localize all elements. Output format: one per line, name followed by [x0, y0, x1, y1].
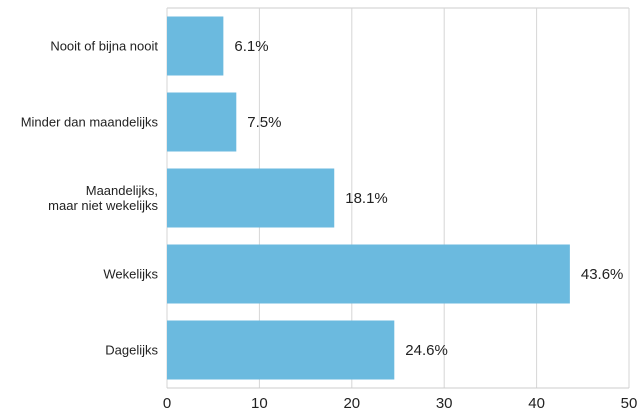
value-label: 24.6%	[405, 342, 448, 359]
bars	[167, 16, 570, 380]
category-label: Dagelijks	[105, 343, 158, 358]
category-label-line: maar niet wekelijks	[48, 198, 158, 213]
x-tick-label: 0	[163, 395, 171, 410]
category-label-line: Wekelijks	[103, 267, 158, 282]
bar	[167, 168, 335, 228]
x-tick-label: 10	[251, 395, 268, 410]
value-label: 6.1%	[234, 38, 268, 55]
bar	[167, 320, 395, 380]
value-label: 7.5%	[247, 114, 281, 131]
category-label: Wekelijks	[103, 267, 158, 282]
category-label: Maandelijks, maar niet wekelijks	[48, 183, 158, 213]
category-label-line: Nooit of bijna nooit	[50, 39, 158, 54]
bar	[167, 244, 570, 304]
category-label: Nooit of bijna nooit	[50, 39, 158, 54]
category-label-line: Dagelijks	[105, 343, 158, 358]
x-tick-label: 30	[436, 395, 453, 410]
x-tick-label: 20	[343, 395, 360, 410]
x-axis-ticks: 0 10 20 30 40 50	[163, 395, 638, 410]
value-label: 43.6%	[581, 266, 624, 283]
bar	[167, 16, 224, 76]
category-label-line: Maandelijks,	[86, 183, 158, 198]
x-tick-label: 40	[528, 395, 545, 410]
category-label: Minder dan maandelijks	[21, 115, 159, 130]
value-label: 18.1%	[345, 190, 388, 207]
category-label-line: Minder dan maandelijks	[21, 115, 159, 130]
bar	[167, 92, 237, 152]
labels: 6.1% Nooit of bijna nooit 7.5% Minder dan m…	[21, 38, 624, 359]
x-tick-label: 50	[621, 395, 638, 410]
